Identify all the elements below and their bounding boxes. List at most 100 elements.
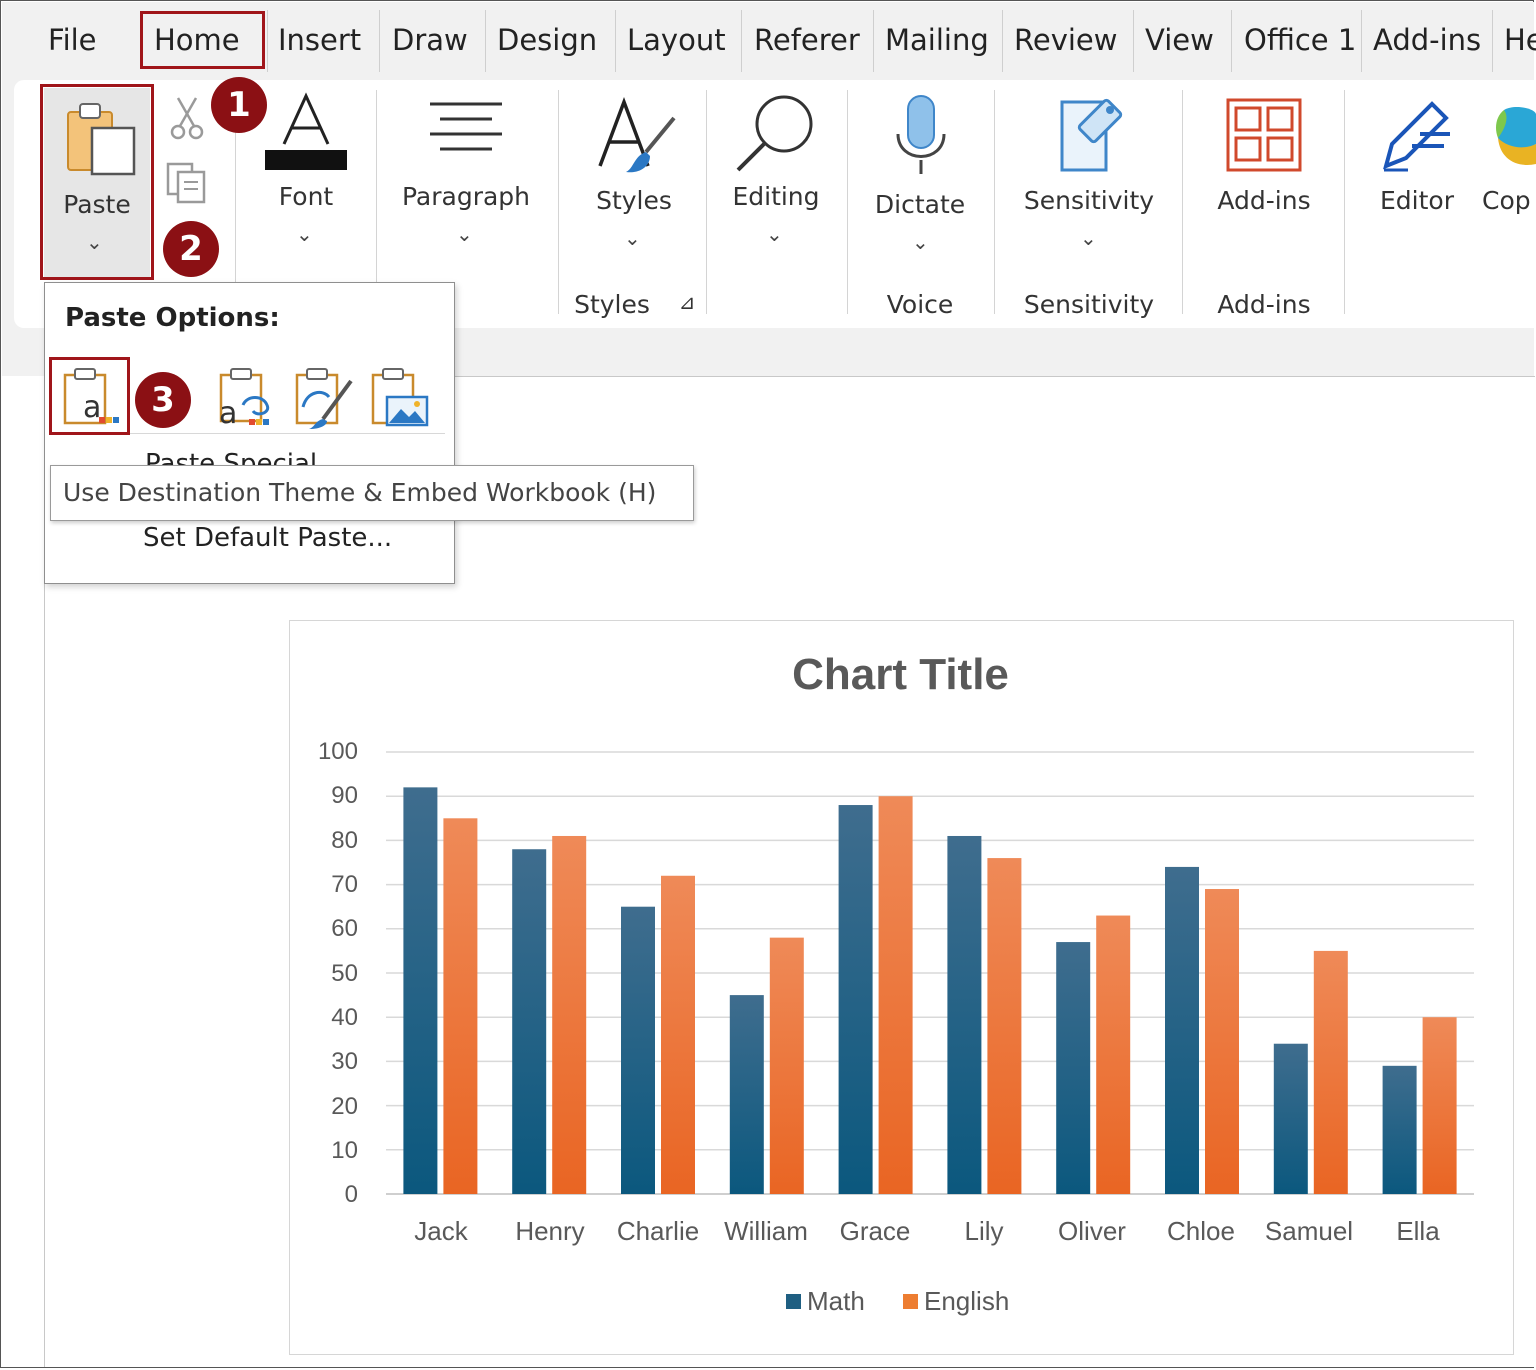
- y-tick-label: 80: [331, 827, 358, 854]
- paste-option-keep-source-embed[interactable]: a: [211, 359, 283, 433]
- bar-english-grace[interactable]: [878, 796, 913, 1194]
- x-tick-label: Jack: [414, 1216, 468, 1246]
- bar-english-henry[interactable]: [552, 835, 587, 1194]
- step-2-badge: 2: [163, 221, 219, 277]
- paste-special-item[interactable]: Paste Special...: [145, 451, 342, 465]
- styles-label: Styles: [596, 186, 672, 215]
- paste-highlight: [40, 84, 154, 280]
- set-default-paste-item[interactable]: Set Default Paste...: [143, 523, 393, 553]
- tab-home[interactable]: Home: [154, 23, 240, 57]
- x-tick-label: Ella: [1396, 1216, 1440, 1246]
- legend-math-label: Math: [807, 1286, 865, 1316]
- paste-option-link-data[interactable]: [287, 359, 359, 433]
- bar-english-oliver[interactable]: [1096, 915, 1131, 1194]
- add-ins-label: Add-ins: [1217, 186, 1311, 215]
- bar-english-william[interactable]: [769, 937, 804, 1194]
- tab-review[interactable]: Review: [1014, 23, 1118, 57]
- y-tick-label: 20: [331, 1093, 358, 1120]
- bar-math-grace[interactable]: [838, 805, 873, 1194]
- paragraph-label: Paragraph: [401, 182, 531, 211]
- bar-math-samuel[interactable]: [1273, 1043, 1308, 1194]
- tab-layout[interactable]: Layout: [627, 23, 726, 57]
- tab-view[interactable]: View: [1145, 23, 1214, 57]
- tab-office-tab[interactable]: Office 1: [1244, 23, 1355, 57]
- paragraph-chevron-icon[interactable]: ⌄: [456, 222, 473, 246]
- tab-file[interactable]: File: [48, 23, 97, 57]
- sensitivity-group-label: Sensitivity: [1023, 290, 1155, 319]
- y-tick-label: 60: [331, 915, 358, 942]
- paste-option-picture[interactable]: [363, 359, 435, 433]
- sensitivity-chevron-icon[interactable]: ⌄: [1080, 226, 1097, 250]
- bar-english-lily[interactable]: [987, 858, 1022, 1194]
- bar-english-charlie[interactable]: [661, 875, 695, 1194]
- bar-math-william[interactable]: [729, 995, 764, 1194]
- legend-english-swatch: [903, 1294, 918, 1309]
- bar-english-chloe[interactable]: [1205, 889, 1239, 1194]
- tab-add-ins[interactable]: Add-ins: [1373, 23, 1482, 57]
- paste-option-highlight: [49, 357, 130, 435]
- bar-english-samuel[interactable]: [1313, 950, 1348, 1194]
- sensitivity-label-icon: [1060, 98, 1123, 172]
- add-ins-group-label: Add-ins: [1217, 290, 1311, 319]
- x-tick-label: Chloe: [1167, 1216, 1235, 1246]
- bar-english-jack[interactable]: [443, 818, 478, 1194]
- y-tick-label: 90: [331, 782, 358, 809]
- home-tab-highlight: [140, 11, 265, 69]
- bar-math-henry[interactable]: [512, 849, 547, 1194]
- clipboard-icon: [67, 103, 136, 176]
- tab-draw[interactable]: Draw: [392, 23, 468, 57]
- styles-chevron-icon[interactable]: ⌄: [624, 226, 641, 250]
- svg-text:a: a: [219, 396, 237, 429]
- paste-keep-source-icon: a: [219, 368, 270, 429]
- y-tick-label: 50: [331, 960, 358, 987]
- paste-option-use-destination-theme-embed[interactable]: a: [51, 359, 129, 433]
- tab-references[interactable]: Referer: [754, 23, 860, 57]
- font-chevron-icon[interactable]: ⌄: [296, 222, 313, 246]
- copilot-label: Cop: [1482, 186, 1531, 215]
- paragraph-align-icon: [430, 102, 502, 151]
- step-3-badge: 3: [135, 372, 191, 428]
- search-magnifier-icon: [736, 95, 813, 172]
- tab-mailings[interactable]: Mailing: [885, 23, 989, 57]
- bar-math-lily[interactable]: [947, 835, 982, 1194]
- editing-chevron-icon[interactable]: ⌄: [766, 222, 783, 246]
- bar-math-jack[interactable]: [403, 787, 438, 1194]
- y-tick-label: 10: [331, 1137, 358, 1164]
- paste-label: Paste: [63, 190, 131, 219]
- tab-design[interactable]: Design: [497, 23, 598, 57]
- x-tick-label: Charlie: [616, 1216, 700, 1246]
- legend-english[interactable]: English: [903, 1286, 1009, 1317]
- paste-chevron-icon[interactable]: ⌄: [86, 230, 103, 254]
- chart-title[interactable]: Chart Title: [792, 650, 1009, 699]
- bar-math-chloe[interactable]: [1165, 866, 1199, 1194]
- bar-math-oliver[interactable]: [1056, 942, 1091, 1194]
- editing-label: Editing: [732, 182, 820, 211]
- x-tick-label: Lily: [964, 1216, 1004, 1246]
- bar-math-charlie[interactable]: [621, 906, 655, 1194]
- x-tick-label: William: [724, 1216, 808, 1246]
- cut-icon[interactable]: [170, 96, 204, 140]
- copilot-icon: [1496, 107, 1536, 165]
- editor-pen-icon: [1383, 101, 1450, 172]
- bar-math-ella[interactable]: [1382, 1065, 1417, 1194]
- tab-insert[interactable]: Insert: [278, 23, 362, 57]
- sensitivity-label: Sensitivity: [1023, 186, 1155, 215]
- editor-label: Editor: [1380, 186, 1454, 215]
- add-ins-grid-icon: [1226, 98, 1302, 172]
- x-tick-label: Oliver: [1058, 1216, 1126, 1246]
- styles-icon: [598, 97, 676, 173]
- bar-english-ella[interactable]: [1422, 1017, 1457, 1194]
- legend-math[interactable]: Math: [786, 1286, 865, 1317]
- microphone-icon: [896, 95, 946, 174]
- y-tick-label: 70: [331, 871, 358, 898]
- copy-icon[interactable]: [166, 162, 208, 206]
- tab-help[interactable]: He: [1504, 23, 1536, 57]
- legend-english-label: English: [924, 1286, 1010, 1316]
- x-tick-label: Henry: [515, 1216, 585, 1246]
- dictate-chevron-icon[interactable]: ⌄: [912, 230, 929, 254]
- paste-menu-divider: [53, 433, 445, 434]
- y-tick-label: 100: [317, 738, 358, 765]
- paste-options-menu: Paste Options: a a: [44, 282, 455, 584]
- styles-dialog-launcher-icon[interactable]: ⊿: [678, 290, 696, 314]
